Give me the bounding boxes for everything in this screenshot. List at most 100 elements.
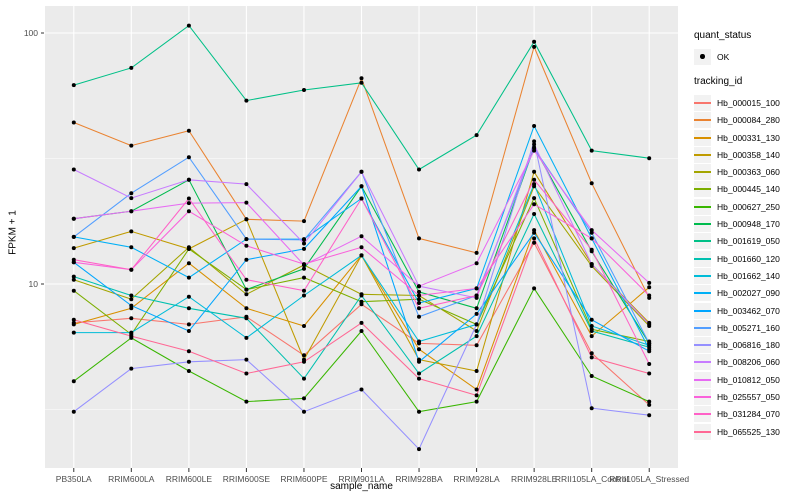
data-point <box>417 236 421 241</box>
data-point <box>244 257 249 262</box>
data-point <box>359 299 364 304</box>
data-point <box>244 277 249 282</box>
legend-item-Hb_000084_280: Hb_000084_280 <box>694 112 800 129</box>
data-point <box>474 322 479 327</box>
legend-item-label: Hb_001660_120 <box>717 253 780 264</box>
legend-item-Hb_000331_130: Hb_000331_130 <box>694 129 800 146</box>
data-point <box>359 387 364 392</box>
data-point <box>474 369 479 373</box>
data-point <box>474 261 479 266</box>
legend-key-box <box>694 302 711 319</box>
data-point <box>186 275 191 280</box>
legend-key-box <box>694 146 711 163</box>
legend-item-Hb_001660_120: Hb_001660_120 <box>694 250 800 267</box>
data-point <box>71 322 76 327</box>
data-point <box>532 240 537 245</box>
x-tick-label: RRII105LA_Stressed <box>609 474 689 484</box>
legend-key-line-icon <box>694 223 711 226</box>
y-axis-title: FPKM + 1 <box>7 210 19 255</box>
x-tick-label: RRIM600PE <box>280 474 328 484</box>
data-point <box>417 289 421 294</box>
data-point <box>589 324 594 328</box>
legend-key-box <box>694 164 711 181</box>
x-tick-label: RRIM928LE <box>511 474 558 484</box>
legend-item-label: Hb_006816_180 <box>717 340 780 351</box>
legend-item-Hb_000363_060: Hb_000363_060 <box>694 163 800 181</box>
data-point <box>532 177 537 182</box>
legend-item-Hb_025557_050: Hb_025557_050 <box>694 388 800 405</box>
data-point <box>186 306 191 311</box>
data-point <box>244 371 249 376</box>
data-point <box>647 402 652 407</box>
data-point <box>244 243 249 248</box>
data-point <box>186 246 191 251</box>
data-point <box>302 353 306 358</box>
x-axis-title: sample_name <box>330 481 393 492</box>
data-point <box>359 169 364 174</box>
data-point <box>129 65 134 70</box>
x-tick-label: RRIM600SE <box>223 474 271 484</box>
legend-key-box <box>694 48 711 65</box>
legend-item-Hb_000358_140: Hb_000358_140 <box>694 146 800 163</box>
legend-key-line-icon <box>694 395 711 398</box>
x-tick-label: RRIM600LA <box>108 474 155 484</box>
data-point <box>186 349 191 354</box>
data-point <box>186 177 191 182</box>
legend-item-label: Hb_003462_070 <box>717 305 780 316</box>
data-point <box>244 98 249 103</box>
legend-key-line-icon <box>694 413 711 416</box>
data-point <box>417 347 421 352</box>
legend-key-line-icon <box>694 257 711 260</box>
legend-item-label: OK <box>717 51 730 62</box>
legend-item-label: Hb_010812_050 <box>717 374 780 385</box>
data-point <box>302 246 306 251</box>
legend-item-Hb_031284_070: Hb_031284_070 <box>694 406 800 423</box>
legend-item-Hb_002027_090: Hb_002027_090 <box>694 285 800 302</box>
data-point <box>71 274 76 279</box>
legend-key-line-icon <box>694 378 711 381</box>
data-point <box>302 88 306 92</box>
data-point <box>302 266 306 271</box>
data-point <box>129 245 134 250</box>
data-point <box>647 285 652 290</box>
data-point <box>532 202 537 207</box>
data-point <box>532 39 537 44</box>
data-point <box>474 393 479 398</box>
legend-key-box <box>694 337 711 354</box>
legend-key-box <box>694 198 711 215</box>
legend-key-line-icon <box>694 240 711 243</box>
legend-key-box <box>694 250 711 267</box>
data-point <box>129 143 134 148</box>
legend-item-Hb_006816_180: Hb_006816_180 <box>694 336 800 354</box>
x-tick-label: PB350LA <box>56 474 92 484</box>
legend-key-line-icon <box>694 344 711 347</box>
data-point <box>302 376 306 381</box>
legend-item-label: Hb_025557_050 <box>717 391 780 402</box>
data-point <box>474 133 479 138</box>
data-point <box>417 359 421 364</box>
data-point <box>129 334 134 339</box>
data-point <box>71 409 76 414</box>
x-tick-label: RRII105LA_Control <box>555 474 629 484</box>
legend-key-line-icon <box>694 119 711 122</box>
data-point <box>417 314 421 319</box>
legend-key-line-icon <box>694 326 711 329</box>
data-point <box>474 286 479 291</box>
legend-item-Hb_065525_130: Hb_065525_130 <box>694 423 800 440</box>
data-point <box>186 359 191 364</box>
data-point <box>302 237 306 242</box>
legend-item-label: Hb_000358_140 <box>717 149 780 160</box>
data-point <box>532 44 537 49</box>
data-point <box>474 343 479 348</box>
data-point <box>302 262 306 267</box>
data-point <box>186 294 191 299</box>
data-point <box>417 297 421 302</box>
legend-item-label: Hb_000015_100 <box>717 97 780 108</box>
data-point <box>647 156 652 161</box>
data-point <box>589 148 594 153</box>
data-point <box>647 413 652 418</box>
legend-key-box <box>694 354 711 371</box>
legend-item-label: Hb_008206_060 <box>717 357 780 368</box>
data-point <box>532 139 537 144</box>
data-point <box>589 181 594 186</box>
